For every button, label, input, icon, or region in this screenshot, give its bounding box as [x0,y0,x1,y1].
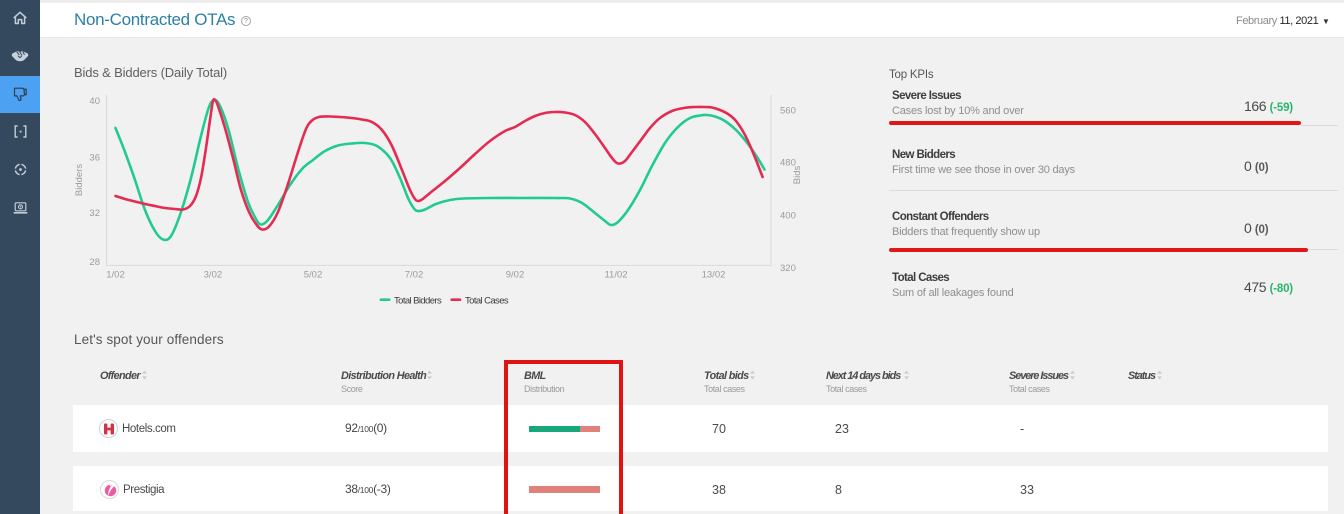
svg-text:560: 560 [780,105,796,116]
svg-text:7/02: 7/02 [405,270,424,281]
svg-text:3/02: 3/02 [204,270,223,281]
svg-text:11/02: 11/02 [604,270,627,281]
svg-text:320: 320 [780,263,796,274]
svg-text:Bids: Bids [792,166,803,185]
svg-text:480: 480 [780,157,796,168]
svg-text:40: 40 [89,96,100,107]
svg-text:13/02: 13/02 [702,270,726,281]
svg-text:36: 36 [89,152,100,163]
svg-text:Total Cases: Total Cases [465,296,509,307]
svg-text:1/02: 1/02 [106,270,125,281]
svg-text:Total Bidders: Total Bidders [394,296,442,307]
svg-text:400: 400 [780,211,796,222]
svg-text:Bidders: Bidders [74,164,85,196]
svg-text:28: 28 [89,257,100,268]
svg-text:9/02: 9/02 [506,270,525,281]
svg-text:5/02: 5/02 [304,270,323,281]
svg-text:32: 32 [89,208,100,219]
